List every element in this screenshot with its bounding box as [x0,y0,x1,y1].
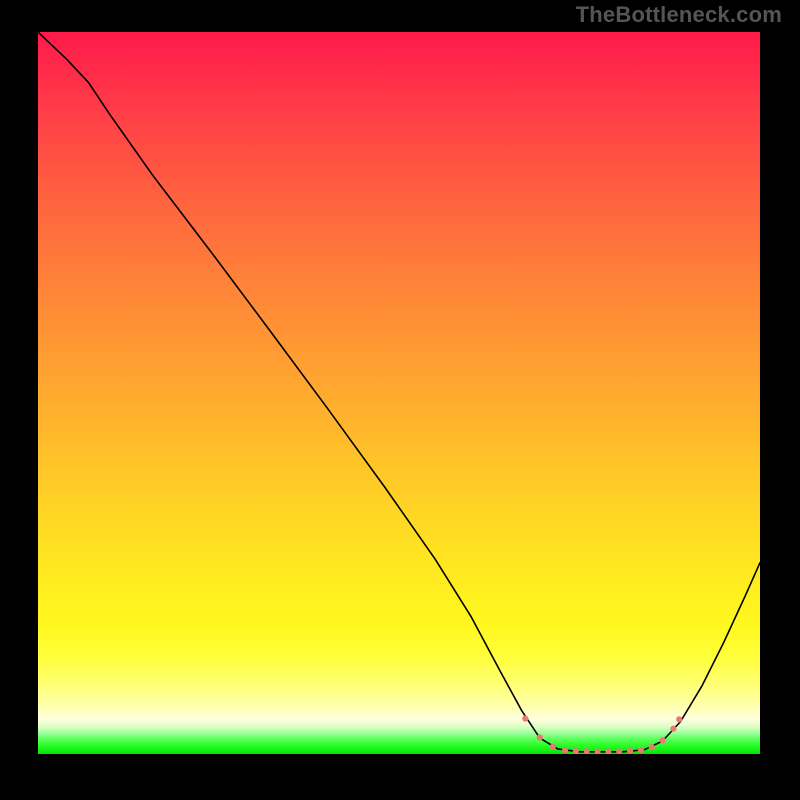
gradient-background [38,32,760,754]
trough-dot [649,744,655,750]
trough-dot [573,748,579,754]
plot-area [38,32,760,754]
trough-dot [562,747,568,753]
trough-dot [537,734,543,740]
trough-dot [659,737,665,743]
trough-dot [550,744,556,750]
bottleneck-chart [38,32,760,754]
trough-dot [627,748,633,754]
trough-dot [522,716,528,722]
trough-dot [670,726,676,732]
trough-dot [638,747,644,753]
root-container: TheBottleneck.com [0,0,800,800]
trough-dot [676,716,682,722]
watermark-text: TheBottleneck.com [576,2,782,28]
